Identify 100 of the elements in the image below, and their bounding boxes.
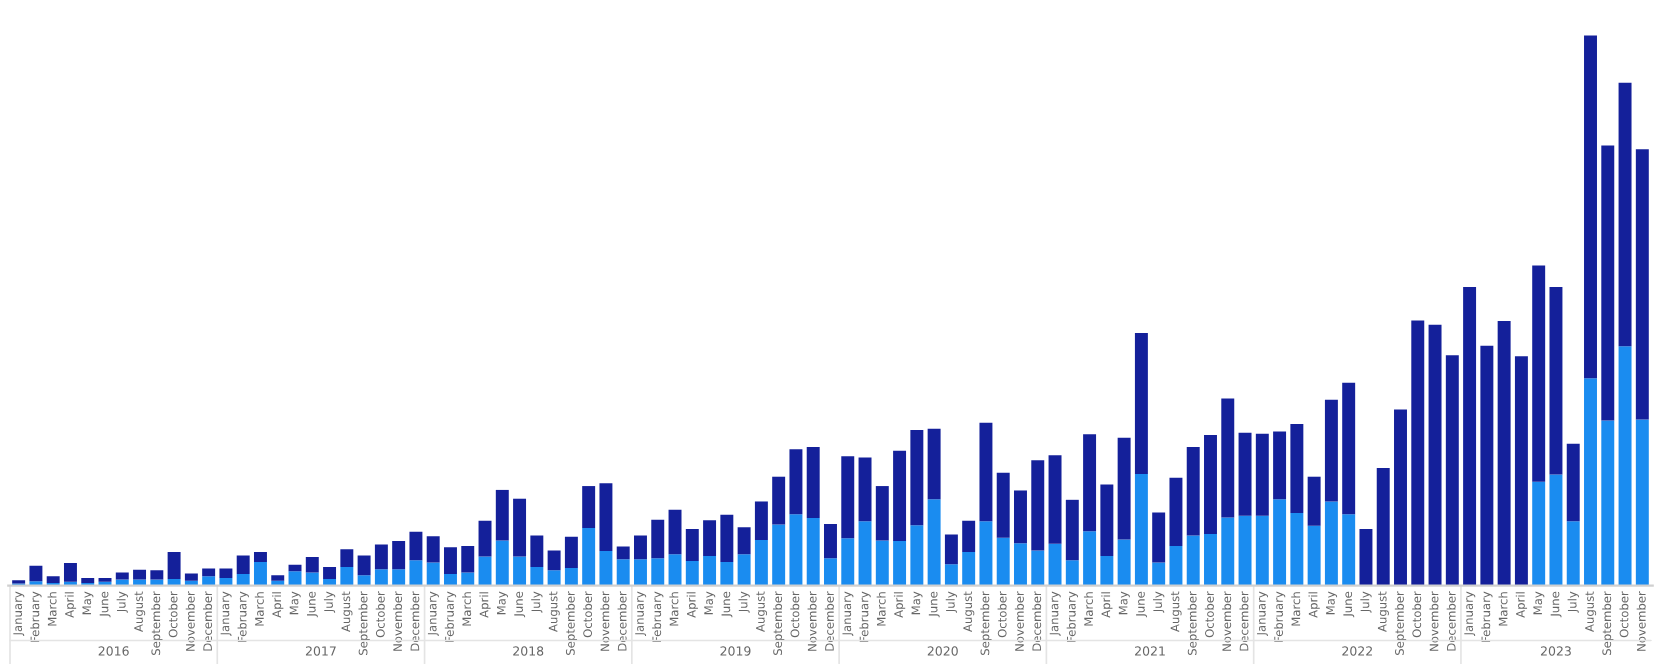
bar: [737, 554, 751, 586]
bar: [1601, 145, 1615, 421]
bar: [616, 559, 630, 586]
bar: [63, 563, 77, 582]
bar: [1566, 443, 1580, 522]
bar: [1117, 437, 1131, 540]
bar: [219, 577, 233, 586]
bar: [236, 574, 250, 586]
bar: [1014, 490, 1027, 544]
bar: [1152, 562, 1166, 586]
bar: [616, 546, 630, 560]
bar: [1221, 398, 1235, 518]
bar: [893, 450, 907, 542]
bar: [1635, 149, 1649, 420]
bar: [1152, 512, 1166, 563]
bar: [927, 499, 941, 586]
bar: [754, 539, 768, 586]
bar: [634, 535, 647, 560]
bar: [1083, 531, 1097, 586]
bar: [910, 525, 924, 586]
bar: [841, 456, 855, 539]
bar: [1566, 521, 1580, 586]
bar: [392, 541, 406, 570]
bar: [1359, 528, 1373, 586]
bar: [1117, 539, 1131, 586]
bar: [202, 576, 216, 586]
bar: [184, 573, 198, 581]
bar: [513, 498, 527, 557]
bar: [979, 422, 993, 522]
bar: [1204, 533, 1217, 586]
bar: [253, 552, 267, 562]
bar: [1031, 460, 1045, 551]
bar: [668, 554, 682, 586]
bar: [530, 566, 544, 586]
bar: [1221, 517, 1235, 586]
bar: [996, 537, 1010, 586]
bar: [357, 575, 371, 586]
bar: [703, 555, 717, 586]
bar: [564, 536, 578, 569]
bar: [634, 559, 647, 586]
bar: [1031, 550, 1045, 586]
bar: [1290, 513, 1304, 586]
bar: [1273, 431, 1287, 500]
bar: [875, 540, 889, 586]
bar: [1100, 484, 1114, 556]
bar: [1048, 455, 1062, 544]
bar: [754, 501, 768, 540]
bar: [1186, 535, 1200, 586]
bar: [1428, 324, 1442, 586]
bar: [374, 544, 388, 570]
bar: [1307, 525, 1321, 586]
bar: [392, 569, 406, 586]
bar: [703, 520, 717, 556]
bar: [219, 568, 233, 578]
bar: [305, 557, 319, 573]
bar: [1083, 434, 1097, 532]
bar: [81, 577, 95, 583]
bar: [1048, 543, 1062, 586]
bar: [323, 566, 337, 580]
bar: [253, 561, 267, 586]
bar: [1549, 286, 1563, 475]
bar: [495, 540, 509, 586]
bar: [1324, 501, 1338, 586]
bar: [1532, 265, 1546, 482]
bar: [1290, 423, 1304, 514]
bar: [1601, 420, 1615, 586]
bar: [1463, 286, 1477, 586]
bar: [1618, 346, 1632, 586]
bar: [685, 560, 699, 586]
bar: [1635, 419, 1649, 586]
bar: [167, 552, 181, 580]
bar: [46, 576, 60, 583]
bar: [651, 519, 665, 559]
bar: [720, 561, 734, 586]
bar: [1480, 345, 1494, 586]
bar: [1134, 333, 1148, 474]
bar: [1169, 477, 1183, 547]
bar: [651, 558, 665, 586]
bar: [1342, 514, 1356, 586]
bar: [1394, 409, 1407, 586]
bar: [979, 521, 993, 586]
bar: [1307, 476, 1321, 526]
bar: [1376, 467, 1390, 586]
bar: [547, 570, 561, 586]
bar: [806, 517, 820, 586]
bar: [1532, 481, 1546, 586]
bar: [236, 555, 250, 575]
bar: [513, 556, 527, 586]
bar: [893, 541, 907, 586]
bar: [772, 476, 786, 525]
bar: [858, 457, 872, 522]
bar: [478, 556, 492, 586]
bar: [133, 569, 147, 580]
bar: [1255, 515, 1269, 586]
bar: [495, 489, 509, 541]
bar: [409, 560, 423, 586]
bar: [599, 483, 613, 551]
bar: [1065, 499, 1079, 561]
bar: [444, 547, 457, 575]
bar: [1134, 473, 1148, 586]
